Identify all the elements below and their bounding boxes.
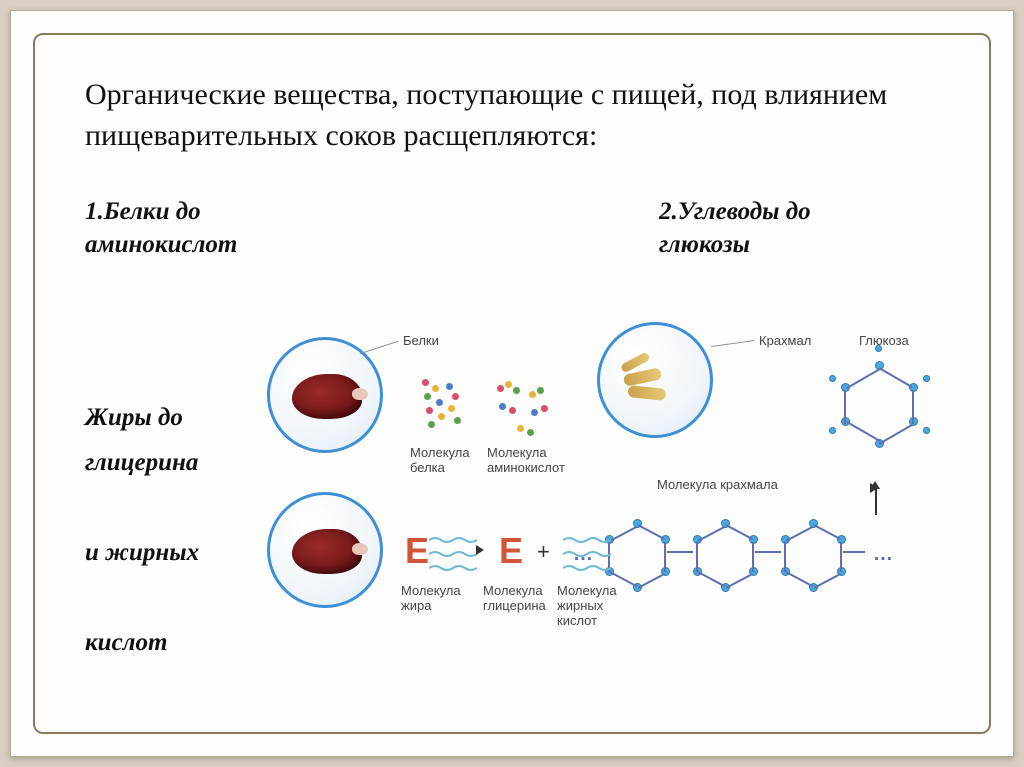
subtitle-proteins: 1.Белки до аминокислот <box>85 196 355 261</box>
glucose-label: Глюкоза <box>859 333 909 348</box>
protein-circle <box>267 337 383 453</box>
glycerol-label: Молекула глицерина <box>483 583 546 613</box>
starch-circle <box>597 322 713 438</box>
subtitle-row: 1.Белки до аминокислот 2.Углеводы до глю… <box>85 196 939 261</box>
fat-tail-3 <box>429 559 477 567</box>
protein-leader-line <box>360 341 398 354</box>
protein-molecule-label: Молекула белка <box>410 445 470 475</box>
wheat-icon <box>622 355 692 405</box>
starch-label: Крахмал <box>759 333 811 348</box>
glucose-arrowhead <box>870 481 880 489</box>
fat-molecule-label: Молекула жира <box>401 583 461 613</box>
glucose-ring <box>835 361 927 451</box>
protein-molecule-icon <box>418 377 466 439</box>
starch-molecule-label: Молекула крахмала <box>657 477 778 492</box>
slide-title: Органические вещества, поступающие с пищ… <box>85 75 905 156</box>
subtitle-carbs: 2.Углеводы до глюкозы <box>659 196 879 261</box>
protein-label: Белки <box>403 333 439 348</box>
fatty-tail-1 <box>563 531 611 539</box>
plus-sign: + <box>537 539 550 565</box>
fatty-tail-2 <box>563 545 611 553</box>
amino-molecule-icon <box>495 381 553 443</box>
meat-icon-2 <box>292 529 362 574</box>
diagram-area: Белки Молекула белка <box>255 335 949 702</box>
fatty-tail-3 <box>563 559 611 567</box>
starch-leader-line <box>711 340 755 347</box>
fat-tail-1 <box>429 531 477 539</box>
fat-molecule-icon: E <box>405 530 429 572</box>
fatty-acid-label: Молекула жирных кислот <box>557 583 617 628</box>
slide-inner-frame: Органические вещества, поступающие с пищ… <box>33 33 991 734</box>
fat-tail-2 <box>429 545 477 553</box>
chain-right-dots: … <box>873 543 893 566</box>
meat-icon <box>292 374 362 419</box>
slide-card: Органические вещества, поступающие с пищ… <box>10 10 1014 757</box>
glycerol-icon: E <box>499 530 523 572</box>
subtitle-fats: Жиры до глицеринаи жирныхкислот <box>85 395 255 665</box>
amino-molecule-label: Молекула аминокислот <box>487 445 565 475</box>
fat-circle <box>267 492 383 608</box>
